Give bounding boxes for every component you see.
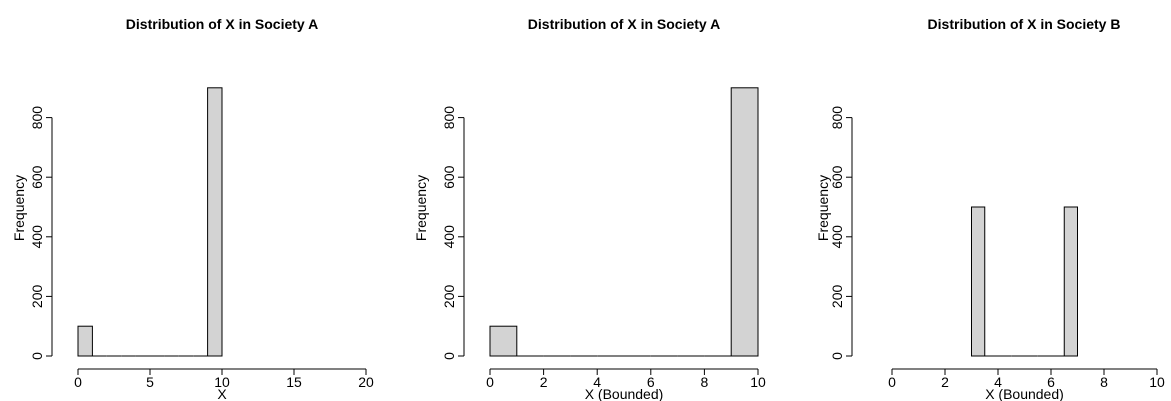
y-tick-label: 200	[829, 285, 845, 309]
x-tick-label: 0	[74, 374, 82, 390]
y-tick-label: 0	[441, 352, 457, 360]
histogram-bar	[207, 87, 223, 357]
y-tick-label: 800	[829, 106, 845, 130]
x-tick-label: 8	[1100, 374, 1108, 390]
y-tick-label: 200	[441, 285, 457, 309]
y-tick-label: 800	[29, 106, 45, 130]
x-tick-label: 5	[146, 374, 154, 390]
y-tick-label: 800	[441, 106, 457, 130]
histogram-bar	[971, 206, 986, 357]
x-tick-label: 10	[1149, 374, 1165, 390]
x-tick-label: 2	[540, 374, 548, 390]
x-tick-label: 0	[486, 374, 494, 390]
x-tick-label: 2	[941, 374, 949, 390]
x-axis-label: X (Bounded)	[985, 386, 1064, 401]
histogram-bar	[77, 325, 93, 357]
x-tick-label: 20	[358, 374, 374, 390]
x-tick-label: 6	[1047, 374, 1055, 390]
x-tick-label: 4	[593, 374, 601, 390]
y-tick-label: 0	[829, 352, 845, 360]
y-axis-label: Frequency	[413, 175, 429, 241]
x-tick-label: 10	[214, 374, 230, 390]
y-tick-label: 0	[29, 352, 45, 360]
y-tick-label: 600	[441, 165, 457, 189]
x-tick-label: 8	[701, 374, 709, 390]
y-tick-label: 400	[29, 225, 45, 249]
x-tick-label: 15	[286, 374, 302, 390]
x-tick-label: 0	[888, 374, 896, 390]
x-axis-label: X	[217, 386, 227, 401]
chart-title: Distribution of X in Society B	[928, 16, 1121, 32]
y-tick-label: 600	[829, 165, 845, 189]
x-axis-label: X (Bounded)	[585, 386, 664, 401]
histogram-bar	[489, 325, 518, 357]
y-axis-label: Frequency	[11, 175, 27, 241]
y-tick-label: 600	[29, 165, 45, 189]
x-tick-label: 4	[994, 374, 1002, 390]
y-tick-label: 400	[441, 225, 457, 249]
chart-title: Distribution of X in Society A	[528, 16, 720, 32]
y-axis-label: Frequency	[815, 175, 831, 241]
histogram-bar	[1063, 206, 1078, 357]
y-tick-label: 200	[29, 285, 45, 309]
x-tick-label: 6	[647, 374, 655, 390]
y-tick-label: 400	[829, 225, 845, 249]
x-tick-label: 10	[750, 374, 766, 390]
histogram-bar	[730, 87, 759, 357]
chart-title: Distribution of X in Society A	[126, 16, 318, 32]
